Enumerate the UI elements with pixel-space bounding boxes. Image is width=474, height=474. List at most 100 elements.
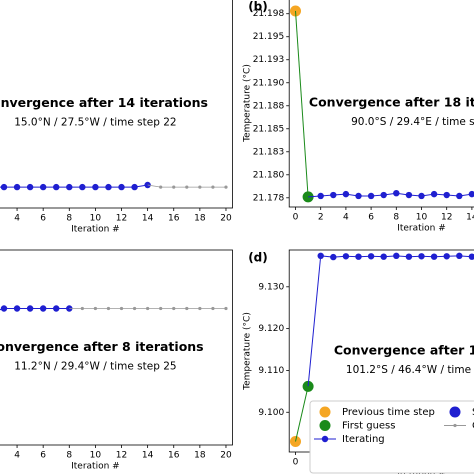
data-point bbox=[80, 306, 84, 311]
x-tick-label: 4 bbox=[14, 451, 20, 461]
x-tick-label: 12 bbox=[441, 213, 452, 223]
data-point bbox=[443, 253, 450, 260]
data-point bbox=[405, 191, 413, 199]
series-line bbox=[0, 184, 148, 188]
data-point bbox=[131, 183, 138, 191]
y-axis-label: Temperature (°C) bbox=[243, 64, 253, 143]
data-point bbox=[317, 192, 324, 200]
data-point bbox=[342, 253, 350, 260]
data-point bbox=[198, 306, 202, 311]
y-tick-label: 21.180 bbox=[253, 170, 285, 180]
x-tick-label: 18 bbox=[194, 451, 206, 461]
legend-marker bbox=[321, 435, 329, 443]
x-tick-label: 8 bbox=[66, 451, 72, 461]
data-point bbox=[380, 191, 387, 199]
data-point bbox=[317, 252, 324, 260]
x-tick-label: 14 bbox=[466, 213, 474, 223]
data-point bbox=[430, 190, 438, 198]
x-tick-label: 6 bbox=[368, 213, 374, 223]
x-tick-label: 8 bbox=[393, 213, 399, 223]
data-point bbox=[211, 306, 215, 311]
panel-subtitle: 11.2°N / 29.4°W / time step 25 bbox=[14, 361, 176, 373]
legend-label: Iterating bbox=[342, 434, 385, 445]
data-point bbox=[172, 306, 176, 311]
x-tick-label: 0 bbox=[293, 213, 299, 223]
y-tick-label: 9.110 bbox=[258, 366, 284, 376]
data-point bbox=[66, 183, 73, 191]
legend-label: C bbox=[472, 421, 474, 432]
y-tick-label: 21.190 bbox=[253, 78, 285, 88]
data-point bbox=[159, 306, 163, 311]
data-point bbox=[367, 253, 375, 260]
y-tick-label: 21.185 bbox=[253, 124, 285, 134]
data-point bbox=[443, 191, 450, 199]
x-axis-label: Iteration # bbox=[71, 225, 120, 235]
x-tick-label: 10 bbox=[416, 213, 428, 223]
data-point bbox=[106, 306, 111, 311]
data-point bbox=[418, 192, 425, 200]
data-point bbox=[132, 306, 137, 311]
legend-box bbox=[309, 400, 474, 474]
series-line bbox=[0, 308, 70, 311]
x-tick-label: 8 bbox=[66, 214, 72, 224]
data-point bbox=[26, 183, 34, 191]
legend-label: S bbox=[472, 407, 474, 418]
data-point bbox=[119, 306, 124, 311]
legend-marker bbox=[319, 420, 331, 431]
x-tick-label: 4 bbox=[14, 214, 20, 224]
legend-marker bbox=[449, 406, 461, 418]
data-point bbox=[185, 185, 189, 189]
data-point bbox=[172, 185, 176, 189]
data-point bbox=[330, 253, 337, 261]
data-point bbox=[146, 306, 150, 311]
series-line bbox=[295, 386, 309, 442]
panel-subtitle: 15.0°N / 27.5°W / time step 22 bbox=[14, 117, 176, 129]
data-point bbox=[198, 185, 202, 189]
x-tick-label: 18 bbox=[194, 214, 206, 224]
panel-label: (b) bbox=[248, 0, 268, 14]
panel-label: (d) bbox=[248, 251, 268, 265]
data-point bbox=[26, 305, 34, 312]
data-point bbox=[0, 305, 8, 312]
data-point bbox=[380, 253, 387, 260]
x-tick-label: 10 bbox=[90, 214, 102, 224]
data-point bbox=[159, 185, 163, 189]
x-tick-label: 10 bbox=[90, 451, 102, 461]
y-tick-label: 21.188 bbox=[253, 101, 285, 111]
x-axis-label: Iteration # bbox=[397, 224, 446, 234]
data-point bbox=[468, 190, 474, 198]
y-tick-label: 9.130 bbox=[258, 282, 284, 292]
data-point bbox=[367, 192, 375, 200]
data-point bbox=[224, 306, 228, 311]
series-line bbox=[295, 10, 309, 197]
x-tick-label: 16 bbox=[168, 214, 180, 224]
data-point bbox=[456, 192, 463, 200]
panel-title: Convergence after 8 iterations bbox=[0, 339, 204, 354]
x-tick-label: 20 bbox=[220, 451, 232, 461]
panel-title: Convergence after 14 iterations bbox=[0, 95, 208, 110]
y-tick-label: 21.183 bbox=[253, 147, 285, 157]
data-point bbox=[468, 253, 474, 260]
y-tick-label: 9.120 bbox=[258, 324, 284, 334]
data-point bbox=[79, 183, 86, 191]
x-tick-label: 12 bbox=[116, 451, 127, 461]
data-point bbox=[53, 305, 60, 312]
data-point bbox=[342, 190, 350, 198]
panel-title: Convergence after 18 ite bbox=[334, 343, 474, 358]
data-point bbox=[92, 183, 99, 191]
data-point bbox=[330, 191, 337, 199]
data-point bbox=[456, 252, 463, 260]
data-point bbox=[39, 305, 47, 312]
data-point bbox=[0, 183, 8, 191]
x-tick-label: 6 bbox=[40, 451, 46, 461]
x-tick-label: 4 bbox=[343, 213, 349, 223]
data-point bbox=[13, 183, 21, 191]
data-point bbox=[105, 183, 112, 191]
legend-marker bbox=[319, 406, 331, 418]
data-point bbox=[118, 183, 125, 191]
x-axis-label: Iteration # bbox=[71, 462, 120, 472]
panel-subtitle: 90.0°S / 29.4°E / time step bbox=[351, 116, 474, 128]
y-tick-label: 21.178 bbox=[253, 193, 285, 203]
x-tick-label: 16 bbox=[168, 451, 180, 461]
